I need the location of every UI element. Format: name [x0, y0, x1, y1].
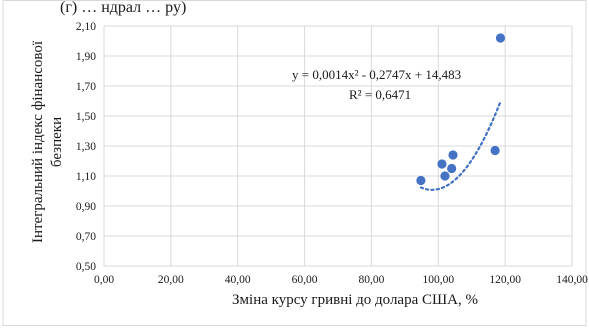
- data-point-0: [416, 175, 426, 186]
- y-tick-labels: 0,50 0,70 0,90 1,10 1,30 1,50 1,70 1,90 2,10: [76, 21, 96, 273]
- y-axis-title-line-1: Інтегральний індекс фінансової: [30, 40, 46, 243]
- data-point-3: [447, 163, 457, 174]
- y-tick-label: 0,70: [76, 231, 96, 243]
- x-tick-label: 120,00: [489, 274, 521, 286]
- y-tick-label: 0,90: [76, 201, 96, 213]
- y-tick-label: 1,70: [76, 81, 96, 93]
- x-tick-label: 40,00: [225, 274, 251, 286]
- data-points: [416, 33, 506, 186]
- trendline-equation: y = 0,0014x² - 0,2747x + 14,483: [292, 67, 461, 82]
- top-caption: (г) … ндрал … ру): [60, 0, 186, 16]
- x-tick-label: 20,00: [158, 274, 184, 286]
- x-tick-label: 60,00: [292, 274, 318, 286]
- data-point-4: [448, 150, 458, 160]
- y-tick-label: 2,10: [76, 21, 96, 33]
- y-tick-label: 1,50: [76, 111, 96, 123]
- data-point-2: [440, 171, 450, 181]
- y-axis-title-line-2: безпеки: [49, 117, 65, 167]
- data-point-1: [437, 159, 447, 169]
- x-tick-label: 100,00: [422, 274, 454, 286]
- data-point-6: [495, 33, 506, 43]
- x-tick-label: 140,00: [556, 274, 588, 286]
- data-point-5: [490, 145, 500, 156]
- x-tick-label: 0,00: [94, 274, 114, 286]
- y-tick-label: 0,50: [76, 261, 96, 273]
- trendline-r2: R² = 0,6471: [349, 87, 411, 102]
- y-tick-label: 1,90: [76, 51, 96, 63]
- y-tick-label: 1,10: [76, 171, 96, 183]
- trendline-group: [419, 100, 502, 191]
- trendline-curve: [419, 100, 502, 191]
- x-tick-label: 80,00: [358, 274, 384, 286]
- x-axis-title: Зміна курсу гривні до долара США, %: [232, 292, 478, 308]
- y-tick-label: 1,30: [76, 141, 96, 153]
- chart-border: [2, 0, 587, 326]
- x-tick-labels: 0,00 20,00 40,00 60,00 80,00 100,00 120,00 140,…: [94, 274, 588, 286]
